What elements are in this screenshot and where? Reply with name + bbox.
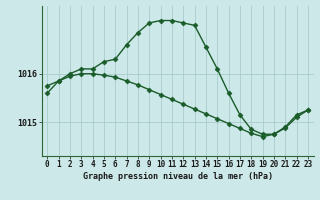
X-axis label: Graphe pression niveau de la mer (hPa): Graphe pression niveau de la mer (hPa) xyxy=(83,172,273,181)
